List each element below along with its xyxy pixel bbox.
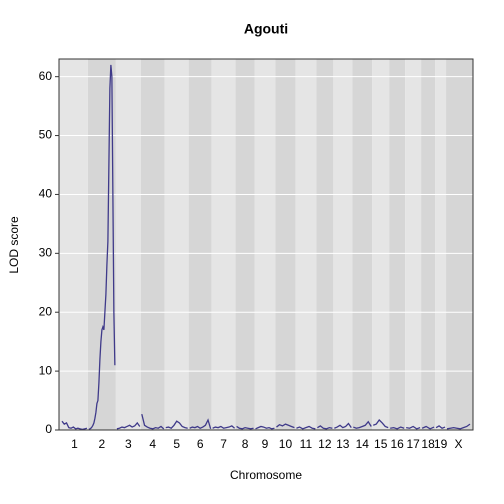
chromosome-band [87, 59, 116, 430]
lod-curve [446, 423, 471, 430]
lod-curve [390, 426, 405, 430]
x-tick-label: 14 [356, 437, 370, 451]
x-tick-label: 18 [421, 437, 435, 451]
x-tick-label: 2 [99, 437, 106, 451]
chromosome-band [59, 59, 88, 430]
chromosome-band [316, 59, 334, 430]
lod-curve [421, 425, 435, 430]
x-tick-label: X [455, 437, 463, 451]
x-axis-label: Chromosome [230, 468, 302, 482]
chromosome-band [295, 59, 317, 430]
lod-curve [276, 423, 295, 429]
y-axis-label: LOD score [7, 216, 21, 274]
lod-curve [88, 64, 116, 430]
x-tick-label: 15 [374, 437, 388, 451]
x-tick-label: 17 [406, 437, 420, 451]
lod-curve [255, 425, 275, 430]
chromosome-band [421, 59, 436, 430]
y-tick-label: 40 [39, 187, 53, 201]
chromosome-band [446, 59, 473, 430]
lod-curve [61, 420, 88, 431]
x-tick-label: 1 [71, 437, 78, 451]
x-tick-label: 12 [318, 437, 332, 451]
lod-curve [435, 425, 446, 429]
y-tick-label: 30 [39, 246, 53, 260]
plot-frame [58, 58, 474, 431]
lod-curve [189, 418, 212, 430]
chromosome-band [352, 59, 373, 430]
chromosome-band [211, 59, 236, 430]
lod-curve [236, 425, 254, 430]
y-tick-label: 20 [39, 304, 53, 318]
lod-curve [165, 420, 188, 430]
chromosome-band [235, 59, 255, 430]
chromosome-band [389, 59, 406, 430]
lod-curve [353, 420, 372, 429]
y-tick-label: 10 [39, 363, 53, 377]
chromosome-band [188, 59, 212, 430]
y-tick-label: 50 [39, 128, 53, 142]
x-tick-label: 8 [242, 437, 249, 451]
x-tick-label: 11 [300, 437, 313, 451]
x-tick-label: 10 [279, 437, 293, 451]
x-tick-label: 4 [149, 437, 156, 451]
lod-curve [141, 413, 165, 430]
lod-curve [334, 422, 352, 429]
lod-curve [212, 425, 236, 429]
x-tick-label: 7 [220, 437, 227, 451]
x-tick-label: 6 [197, 437, 204, 451]
lod-curve [296, 425, 316, 430]
lod-curve [406, 425, 421, 430]
x-tick-label: 19 [434, 437, 448, 451]
chromosome-band [115, 59, 141, 430]
bands [59, 59, 473, 430]
chromosome-band [405, 59, 422, 430]
x-tick-label: 5 [173, 437, 180, 451]
chromosome-band [372, 59, 390, 430]
chromosome-band [435, 59, 447, 430]
y-tick-label: 0 [45, 422, 52, 436]
chromosome-band [140, 59, 165, 430]
chromosome-band [333, 59, 353, 430]
marks [61, 64, 471, 431]
x-tick-label: 13 [336, 437, 350, 451]
lod-curve [116, 421, 141, 430]
chart-title: Agouti [244, 21, 288, 37]
y-tick-label: 60 [39, 69, 53, 83]
lod-curve [317, 425, 333, 430]
chromosome-band [164, 59, 189, 430]
x-tick-label: 16 [390, 437, 404, 451]
chromosome-band [254, 59, 276, 430]
x-tick-label: 9 [262, 437, 269, 451]
lod-curve [373, 418, 389, 429]
x-tick-label: 3 [125, 437, 132, 451]
chromosome-band [275, 59, 296, 430]
